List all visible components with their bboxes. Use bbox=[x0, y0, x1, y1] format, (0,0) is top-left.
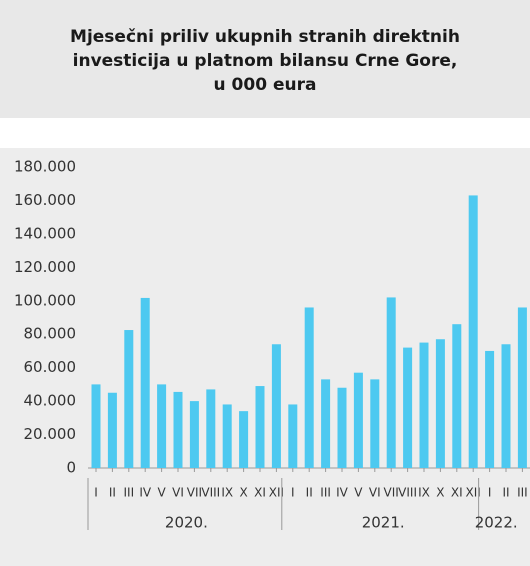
y-tick-label: 120.000 bbox=[14, 258, 76, 276]
x-tick-label: IX bbox=[418, 486, 430, 500]
bar bbox=[353, 372, 363, 468]
bar bbox=[222, 404, 232, 468]
y-tick-label: 180.000 bbox=[14, 158, 76, 176]
y-tick-label: 40.000 bbox=[24, 392, 77, 410]
bar bbox=[173, 391, 183, 468]
bar bbox=[124, 330, 134, 468]
bar bbox=[140, 297, 150, 468]
bar bbox=[485, 350, 495, 468]
x-tick-label: XII bbox=[466, 486, 481, 500]
x-tick-label: V bbox=[157, 486, 166, 500]
bar bbox=[419, 342, 429, 468]
bar bbox=[206, 389, 216, 468]
bar bbox=[91, 384, 101, 468]
x-tick-label: VI bbox=[369, 486, 381, 500]
bar bbox=[468, 195, 478, 468]
x-tick-label: VII bbox=[187, 486, 202, 500]
y-tick-label: 60.000 bbox=[24, 358, 77, 376]
bar bbox=[239, 411, 249, 468]
chart-title: investicija u platnom bilansu Crne Gore, bbox=[73, 51, 458, 71]
bar bbox=[271, 344, 281, 468]
x-tick-label: III bbox=[123, 486, 134, 500]
bar bbox=[517, 307, 527, 468]
bar bbox=[321, 379, 331, 468]
x-tick-label: VII bbox=[384, 486, 399, 500]
y-tick-label: 0 bbox=[66, 459, 76, 477]
x-tick-label: II bbox=[306, 486, 313, 500]
x-tick-label: IV bbox=[139, 486, 152, 500]
x-tick-label: III bbox=[517, 486, 528, 500]
x-group-label: 2021. bbox=[362, 514, 405, 532]
chart-title: u 000 eura bbox=[214, 75, 317, 95]
x-tick-label: XI bbox=[451, 486, 463, 500]
x-group-label: 2022. bbox=[475, 514, 518, 532]
bar bbox=[255, 386, 265, 468]
x-tick-label: VIII bbox=[201, 486, 220, 500]
x-tick-label: IV bbox=[336, 486, 349, 500]
x-tick-label: I bbox=[488, 486, 492, 500]
title-panel bbox=[0, 0, 530, 118]
bar bbox=[288, 404, 298, 468]
bar bbox=[501, 344, 511, 468]
x-tick-label: X bbox=[239, 486, 247, 500]
chart-title: Mjesečni priliv ukupnih stranih direktni… bbox=[70, 27, 460, 47]
x-tick-label: I bbox=[291, 486, 295, 500]
bar bbox=[337, 387, 347, 468]
x-tick-label: X bbox=[436, 486, 444, 500]
y-tick-label: 140.000 bbox=[14, 224, 76, 242]
x-tick-label: V bbox=[354, 486, 363, 500]
x-tick-label: II bbox=[109, 486, 116, 500]
x-group-label: 2020. bbox=[165, 514, 208, 532]
chart-panel bbox=[0, 148, 530, 566]
x-tick-label: III bbox=[320, 486, 331, 500]
bar bbox=[435, 339, 445, 468]
bar bbox=[403, 347, 413, 468]
x-tick-label: VI bbox=[172, 486, 184, 500]
x-tick-label: IX bbox=[221, 486, 233, 500]
x-tick-label: XII bbox=[269, 486, 284, 500]
x-tick-label: II bbox=[502, 486, 509, 500]
bar bbox=[157, 384, 167, 468]
bar bbox=[304, 307, 314, 468]
x-tick-label: XI bbox=[254, 486, 266, 500]
bar bbox=[386, 297, 396, 468]
bar bbox=[452, 324, 462, 468]
x-tick-label: VIII bbox=[398, 486, 417, 500]
bar bbox=[189, 401, 199, 468]
y-tick-label: 20.000 bbox=[24, 425, 77, 443]
bar bbox=[370, 379, 380, 468]
y-tick-label: 160.000 bbox=[14, 191, 76, 209]
bar bbox=[107, 392, 117, 468]
y-tick-label: 100.000 bbox=[14, 291, 76, 309]
x-tick-label: I bbox=[94, 486, 98, 500]
y-tick-label: 80.000 bbox=[24, 325, 77, 343]
